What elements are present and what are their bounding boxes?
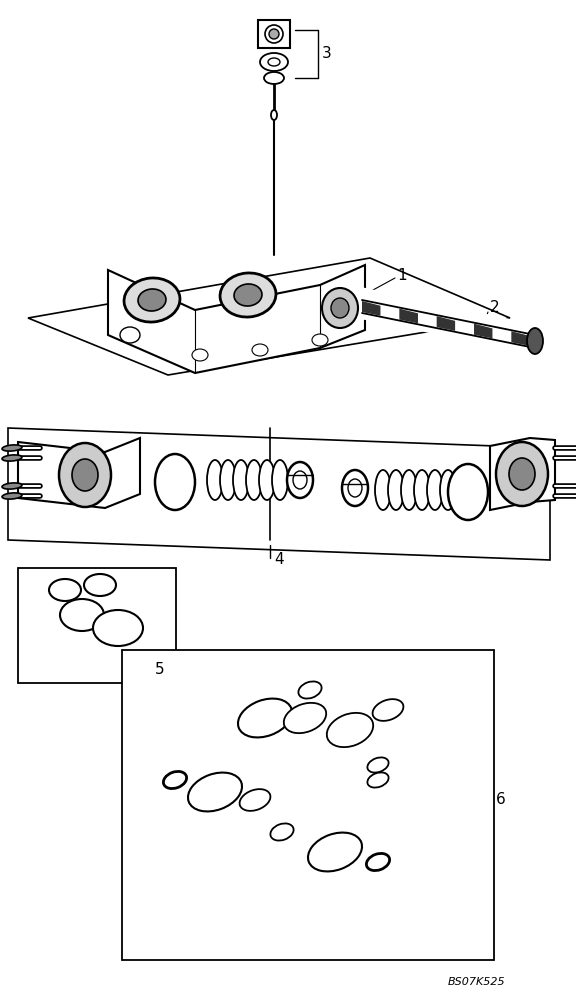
Ellipse shape: [388, 470, 404, 510]
Ellipse shape: [348, 479, 362, 497]
Ellipse shape: [60, 599, 104, 631]
Ellipse shape: [271, 110, 277, 120]
Ellipse shape: [188, 773, 242, 811]
Ellipse shape: [192, 349, 208, 361]
Ellipse shape: [220, 460, 236, 500]
Ellipse shape: [2, 483, 22, 489]
Ellipse shape: [342, 470, 368, 506]
Text: BS07K525: BS07K525: [448, 977, 506, 987]
Ellipse shape: [138, 289, 166, 311]
Ellipse shape: [164, 771, 187, 789]
Polygon shape: [399, 309, 418, 323]
Ellipse shape: [509, 458, 535, 490]
Polygon shape: [490, 438, 555, 510]
Bar: [258, 20, 290, 48]
Ellipse shape: [207, 460, 223, 500]
Ellipse shape: [120, 327, 140, 343]
Polygon shape: [108, 265, 365, 373]
Ellipse shape: [293, 471, 307, 489]
Ellipse shape: [234, 284, 262, 306]
Ellipse shape: [272, 460, 288, 500]
Text: 1: 1: [397, 268, 407, 284]
Ellipse shape: [2, 445, 22, 451]
Ellipse shape: [322, 288, 358, 328]
Ellipse shape: [327, 713, 373, 747]
Bar: [122, 650, 494, 960]
Ellipse shape: [366, 853, 389, 871]
Polygon shape: [18, 438, 140, 508]
Ellipse shape: [269, 29, 279, 39]
Ellipse shape: [265, 25, 283, 43]
Ellipse shape: [259, 460, 275, 500]
Ellipse shape: [240, 789, 270, 811]
Polygon shape: [381, 305, 399, 320]
Ellipse shape: [331, 298, 349, 318]
Ellipse shape: [220, 273, 276, 317]
Polygon shape: [456, 320, 474, 335]
Ellipse shape: [260, 53, 288, 71]
Ellipse shape: [401, 470, 417, 510]
Ellipse shape: [2, 455, 22, 461]
Polygon shape: [511, 331, 530, 346]
Ellipse shape: [287, 462, 313, 498]
Ellipse shape: [308, 833, 362, 871]
Ellipse shape: [367, 772, 389, 788]
Ellipse shape: [268, 58, 280, 66]
Bar: [18, 568, 176, 683]
Polygon shape: [492, 327, 511, 342]
Polygon shape: [28, 258, 510, 375]
Ellipse shape: [59, 443, 111, 507]
Ellipse shape: [496, 442, 548, 506]
Ellipse shape: [367, 757, 389, 773]
Polygon shape: [437, 316, 456, 331]
Ellipse shape: [375, 470, 391, 510]
Ellipse shape: [2, 493, 22, 499]
Ellipse shape: [238, 699, 292, 737]
Text: 2: 2: [490, 300, 499, 316]
Ellipse shape: [448, 464, 488, 520]
Ellipse shape: [312, 334, 328, 346]
Ellipse shape: [284, 703, 326, 733]
Ellipse shape: [373, 699, 403, 721]
Text: 6: 6: [496, 792, 506, 808]
Ellipse shape: [414, 470, 430, 510]
Ellipse shape: [124, 278, 180, 322]
Polygon shape: [418, 312, 437, 327]
Ellipse shape: [155, 454, 195, 510]
Ellipse shape: [440, 470, 456, 510]
Ellipse shape: [298, 681, 321, 699]
Ellipse shape: [427, 470, 443, 510]
Ellipse shape: [84, 574, 116, 596]
Text: 5: 5: [155, 662, 165, 678]
Polygon shape: [474, 324, 492, 338]
Ellipse shape: [72, 459, 98, 491]
Ellipse shape: [252, 344, 268, 356]
Text: 4: 4: [274, 552, 283, 568]
Polygon shape: [362, 301, 381, 316]
Ellipse shape: [527, 328, 543, 354]
Ellipse shape: [93, 610, 143, 646]
Ellipse shape: [246, 460, 262, 500]
Ellipse shape: [270, 823, 294, 841]
Ellipse shape: [49, 579, 81, 601]
Ellipse shape: [264, 72, 284, 84]
Text: 3: 3: [322, 46, 332, 62]
Ellipse shape: [233, 460, 249, 500]
Polygon shape: [8, 428, 550, 560]
